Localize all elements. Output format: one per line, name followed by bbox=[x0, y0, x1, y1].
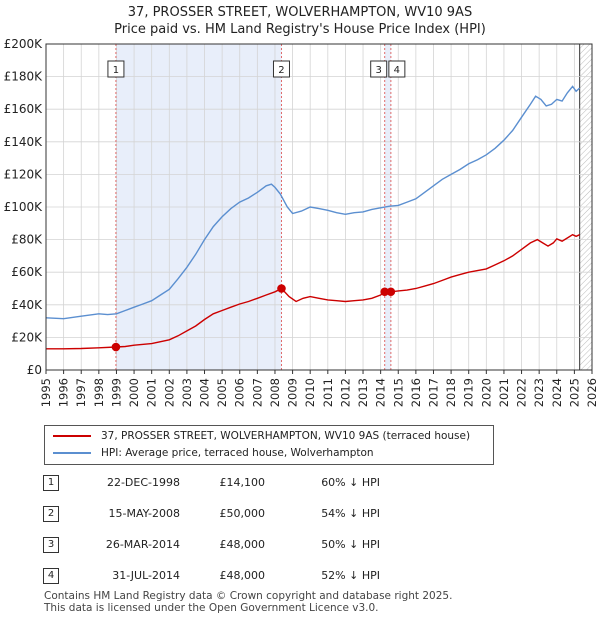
y-tick-label: £200K bbox=[4, 37, 44, 51]
sale-label-number: 1 bbox=[113, 65, 119, 76]
x-tick-label: 2009 bbox=[286, 378, 300, 407]
x-tick-label: 2011 bbox=[321, 378, 335, 407]
sale-label-box bbox=[370, 60, 388, 78]
y-tick-label: £80K bbox=[11, 233, 43, 247]
y-tick-label: £140K bbox=[4, 135, 44, 149]
x-tick-label: 2006 bbox=[233, 378, 247, 407]
transaction-price: £48,000 bbox=[219, 569, 266, 582]
transaction-number: 2 bbox=[43, 506, 59, 522]
x-tick-label: 2020 bbox=[479, 378, 493, 407]
x-tick-label: 2022 bbox=[515, 378, 529, 407]
chart-title-line2: Price paid vs. HM Land Registry's House … bbox=[114, 22, 486, 37]
transaction-hpi-diff: 50% ↓ HPI bbox=[321, 538, 380, 551]
property-series-line bbox=[46, 233, 580, 350]
plot-frame bbox=[45, 43, 593, 371]
hpi-series-line bbox=[45, 85, 581, 320]
chart-title-line1: 37, PROSSER STREET, WOLVERHAMPTON, WV10 … bbox=[127, 5, 473, 20]
transaction-price: £14,100 bbox=[219, 476, 266, 489]
transaction-number: 4 bbox=[43, 568, 59, 584]
sale-label-box bbox=[272, 60, 290, 78]
x-tick-label: 2025 bbox=[567, 378, 581, 407]
x-tick-label: 2007 bbox=[250, 378, 264, 407]
legend-label-hpi: HPI: Average price, terraced house, Wolv… bbox=[101, 447, 374, 459]
x-tick-label: 2018 bbox=[444, 378, 458, 407]
transaction-row: 2 15-MAY-2008 £50,000 54% ↓ HPI bbox=[0, 504, 600, 524]
x-tick-label: 2015 bbox=[391, 378, 405, 407]
price-chart: £0 £20K £40K £60K £80K £100K £120K £140K £160K £1… bbox=[4, 37, 599, 407]
x-tick-label: 2000 bbox=[127, 378, 141, 407]
transaction-hpi-diff: 52% ↓ HPI bbox=[321, 569, 380, 582]
x-tick-label: 1995 bbox=[39, 378, 53, 407]
sale-point bbox=[386, 287, 396, 297]
legend-label-property: 37, PROSSER STREET, WOLVERHAMPTON, WV10 … bbox=[101, 430, 471, 442]
x-tick-label: 2005 bbox=[215, 378, 229, 407]
y-tick-label: £40K bbox=[11, 298, 43, 312]
transaction-row: 4 31-JUL-2014 £48,000 52% ↓ HPI bbox=[0, 566, 600, 586]
y-tick-label: £100K bbox=[4, 200, 44, 214]
x-tick-label: 2026 bbox=[585, 378, 599, 407]
sale-label-box bbox=[107, 60, 125, 78]
x-tick-label: 2003 bbox=[180, 378, 194, 407]
x-tick-label: 2004 bbox=[198, 378, 212, 407]
x-tick-label: 2021 bbox=[497, 378, 511, 407]
legend-item-property: 37, PROSSER STREET, WOLVERHAMPTON, WV10 … bbox=[53, 428, 470, 445]
x-tick-label: 1999 bbox=[109, 378, 123, 407]
sale-label-number: 2 bbox=[278, 65, 284, 76]
x-tick-label: 2016 bbox=[409, 378, 423, 407]
transaction-date: 31-JUL-2014 bbox=[112, 569, 180, 582]
x-tick-label: 2002 bbox=[162, 378, 176, 407]
transaction-row: 3 26-MAR-2014 £48,000 50% ↓ HPI bbox=[0, 535, 600, 555]
sale-label-box bbox=[388, 60, 406, 78]
transaction-date: 15-MAY-2008 bbox=[108, 507, 180, 520]
transaction-hpi-diff: 60% ↓ HPI bbox=[321, 476, 380, 489]
sale-point bbox=[277, 284, 286, 293]
legend-swatch-hpi bbox=[53, 452, 91, 454]
x-tick-label: 1996 bbox=[57, 378, 71, 407]
footer-copyright: Contains HM Land Registry data © Crown c… bbox=[44, 590, 453, 602]
x-tick-label: 2012 bbox=[338, 378, 352, 407]
transaction-price: £50,000 bbox=[219, 507, 266, 520]
x-tick-label: 1997 bbox=[74, 378, 88, 407]
footer-licence: This data is licensed under the Open Gov… bbox=[44, 602, 379, 614]
x-tick-label: 2023 bbox=[532, 378, 546, 407]
x-tick-label: 2013 bbox=[356, 378, 370, 407]
y-tick-label: £60K bbox=[11, 265, 43, 279]
transaction-date: 26-MAR-2014 bbox=[105, 538, 180, 551]
x-tick-label: 2017 bbox=[426, 378, 440, 407]
transaction-price: £48,000 bbox=[219, 538, 266, 551]
transaction-hpi-diff: 54% ↓ HPI bbox=[321, 507, 380, 520]
sale-label-number: 3 bbox=[376, 65, 382, 76]
legend-swatch-property bbox=[53, 435, 91, 437]
y-tick-label: £180K bbox=[4, 70, 44, 84]
x-tick-label: 2014 bbox=[374, 378, 388, 407]
x-tick-label: 2024 bbox=[550, 378, 564, 407]
transaction-number: 1 bbox=[43, 475, 59, 491]
x-tick-label: 2008 bbox=[268, 378, 282, 407]
sale-label-number: 4 bbox=[394, 65, 400, 76]
y-tick-label: £120K bbox=[4, 167, 44, 181]
x-tick-label: 2010 bbox=[303, 378, 317, 407]
sale-point bbox=[111, 342, 121, 352]
y-tick-label: £160K bbox=[4, 102, 44, 116]
transaction-number: 3 bbox=[43, 537, 59, 553]
chart-legend: 37, PROSSER STREET, WOLVERHAMPTON, WV10 … bbox=[44, 425, 494, 465]
x-tick-label: 1998 bbox=[92, 378, 106, 407]
transaction-row: 1 22-DEC-1998 £14,100 60% ↓ HPI bbox=[0, 473, 600, 493]
x-tick-label: 2001 bbox=[145, 378, 159, 407]
transaction-date: 22-DEC-1998 bbox=[106, 476, 180, 489]
y-tick-label: £0 bbox=[27, 363, 42, 377]
y-tick-label: £20K bbox=[11, 330, 43, 344]
legend-item-hpi: HPI: Average price, terraced house, Wolv… bbox=[53, 445, 374, 462]
x-tick-label: 2019 bbox=[462, 378, 476, 407]
